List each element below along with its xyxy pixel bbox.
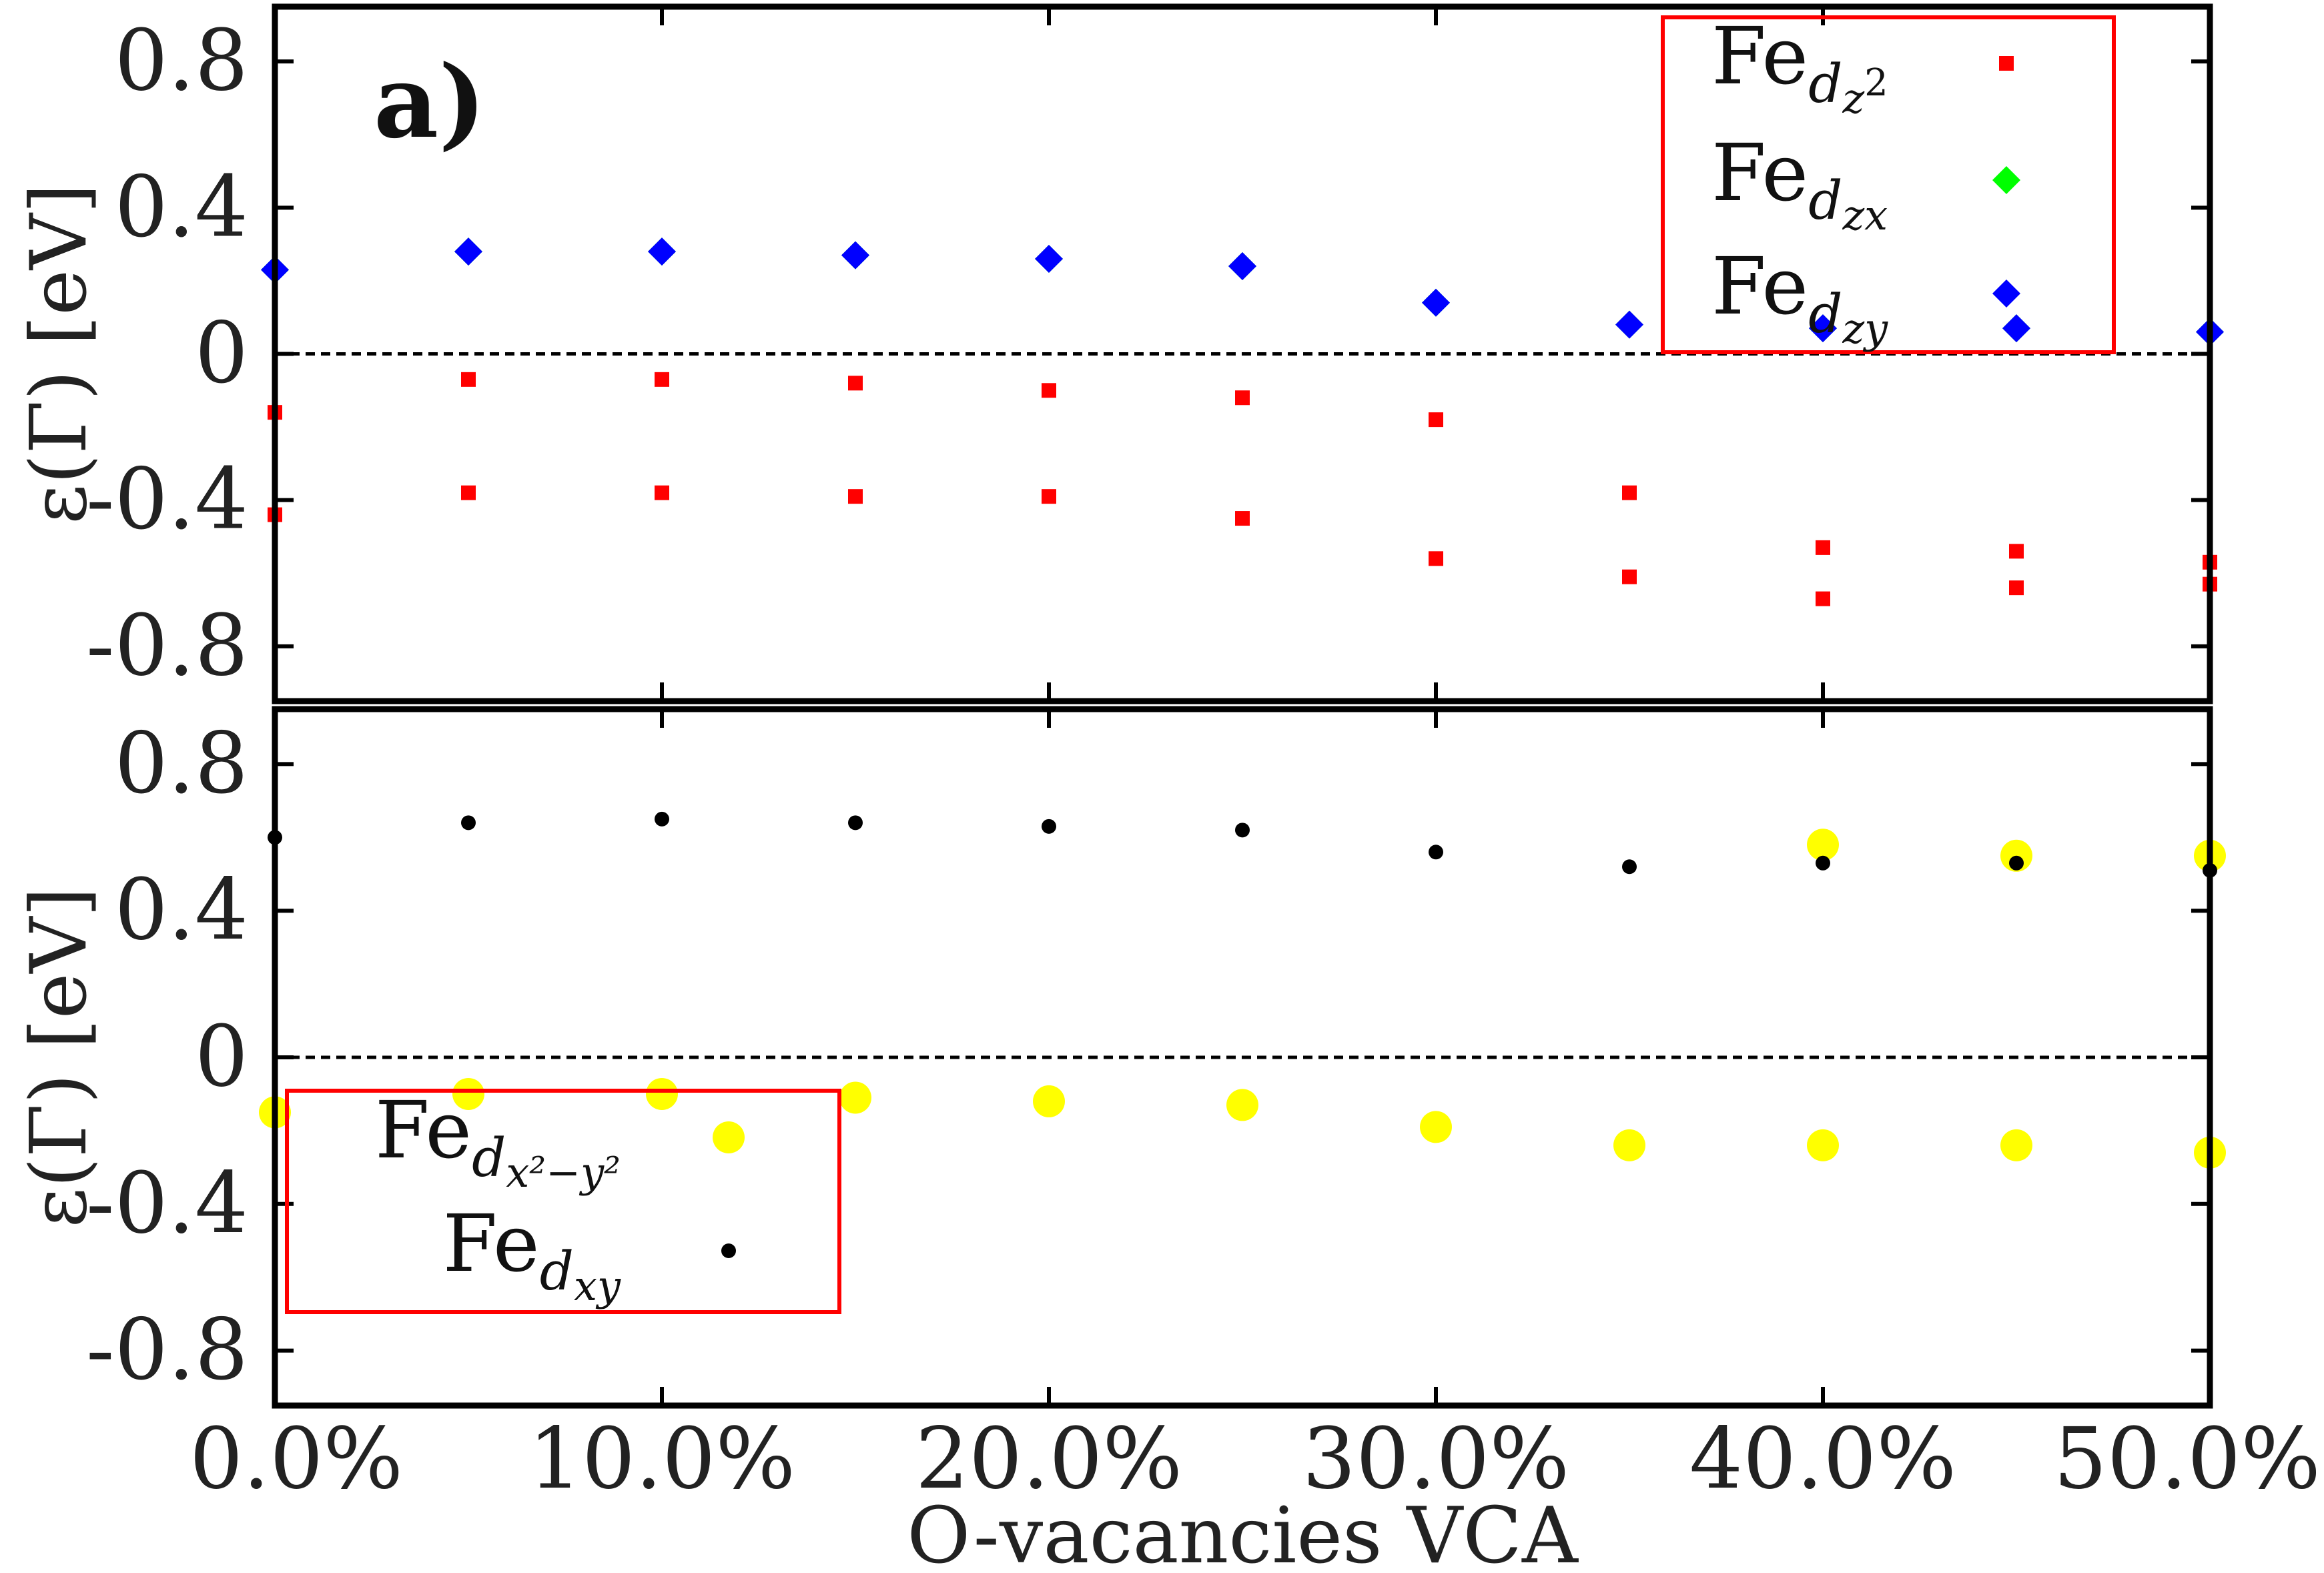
data-point xyxy=(646,1077,678,1110)
x-tick-label: 0.0% xyxy=(189,1410,403,1508)
y-tick-label: 0.8 xyxy=(115,11,248,109)
legend-marker xyxy=(1992,166,2020,194)
data-point xyxy=(1807,829,1839,861)
series xyxy=(268,811,2217,878)
data-point xyxy=(1816,855,1830,871)
data-point xyxy=(1226,1089,1258,1121)
x-tick-label: 30.0% xyxy=(1302,1410,1569,1508)
legend-label: Fedx²−y² xyxy=(375,1084,621,1197)
data-point xyxy=(648,237,676,266)
x-axis-title: O-vacancies VCA xyxy=(907,1491,1579,1573)
legend-box xyxy=(1661,15,2116,354)
x-tick-label: 50.0% xyxy=(2054,1410,2321,1508)
data-point xyxy=(2009,580,2024,596)
data-point xyxy=(1429,845,1443,860)
series xyxy=(268,372,2217,570)
y-tick-label: -0.4 xyxy=(86,450,248,548)
data-point xyxy=(1235,511,1250,526)
data-point xyxy=(839,1081,871,1114)
data-point xyxy=(1429,412,1443,428)
y-tick-label: 0.4 xyxy=(115,861,248,959)
data-point xyxy=(461,372,476,387)
y-axis-title: ε(Γ) [eV] xyxy=(14,887,104,1228)
data-point xyxy=(1807,1129,1839,1161)
data-point xyxy=(1615,310,1643,339)
data-point xyxy=(848,489,863,504)
y-tick-label: 0 xyxy=(195,1007,248,1105)
x-tick-label: 20.0% xyxy=(915,1410,1182,1508)
data-point xyxy=(1809,314,1837,343)
data-point xyxy=(1228,252,1256,281)
y-axis-title: ε(Γ) [eV] xyxy=(14,183,104,524)
data-point xyxy=(848,376,863,391)
y-tick-label: 0.8 xyxy=(115,714,248,812)
x-tick-label: 10.0% xyxy=(528,1410,795,1508)
data-point xyxy=(461,485,476,500)
legend-marker xyxy=(1992,280,2020,308)
data-point xyxy=(655,811,669,827)
data-point xyxy=(1622,569,1637,584)
panel-frame xyxy=(272,706,2213,1409)
legend-label: Fedzy xyxy=(1711,240,1888,353)
data-point xyxy=(452,1077,484,1110)
legend-label: Fedz2 xyxy=(1711,10,1888,123)
panel-label: a) xyxy=(374,43,486,161)
y-tick-label: 0 xyxy=(195,304,248,402)
data-point xyxy=(2000,1129,2032,1161)
y-tick-label: -0.8 xyxy=(86,596,248,694)
series xyxy=(261,237,2224,346)
data-point xyxy=(841,241,869,270)
y-tick-label: 0.4 xyxy=(115,157,248,255)
data-point xyxy=(1422,288,1450,317)
y-tick-label: -0.8 xyxy=(86,1301,248,1399)
data-point xyxy=(2009,855,2024,871)
data-point xyxy=(655,372,669,387)
y-tick-label: -0.4 xyxy=(86,1154,248,1252)
data-point xyxy=(848,815,863,831)
data-point xyxy=(1042,489,1056,504)
legend-label: Fedxy xyxy=(443,1197,621,1310)
data-point xyxy=(2002,314,2030,343)
data-point xyxy=(1816,540,1830,555)
legend-box xyxy=(285,1089,841,1314)
data-point xyxy=(1429,551,1443,566)
data-point xyxy=(1613,1129,1645,1161)
data-point xyxy=(1235,823,1250,838)
legend-marker xyxy=(1999,56,2014,71)
data-point xyxy=(655,485,669,500)
x-tick-label: 40.0% xyxy=(1689,1410,1956,1508)
series xyxy=(259,1077,2226,1169)
x-axis: 0.0% 10.0% 20.0% 30.0% 40.0% 50.0% O-vacancies… xyxy=(189,1410,2321,1573)
plot-layer: 0.8 0.4 0 -0.4 -0.8 ε(Γ) [eV] a) Fedz2FedzxFedz… xyxy=(14,3,2321,1573)
data-point xyxy=(1622,485,1637,500)
legend-marker xyxy=(713,1121,745,1153)
panel-frame xyxy=(272,3,2213,704)
data-point xyxy=(1042,383,1056,398)
data-point xyxy=(2009,544,2024,559)
data-point xyxy=(1235,390,1250,406)
data-point xyxy=(1042,819,1056,834)
data-point xyxy=(461,815,476,831)
legend-marker xyxy=(721,1243,736,1258)
data-point xyxy=(454,237,482,266)
data-point xyxy=(1622,859,1637,875)
panel-top: 0.8 0.4 0 -0.4 -0.8 ε(Γ) [eV] a) Fedz2FedzxFedz… xyxy=(14,3,2224,704)
data-point xyxy=(1816,591,1830,606)
legend-label: Fedzx xyxy=(1711,127,1888,239)
data-point xyxy=(1033,1085,1065,1117)
series xyxy=(268,485,2217,606)
data-point xyxy=(1420,1111,1452,1143)
data-point xyxy=(1035,245,1063,274)
